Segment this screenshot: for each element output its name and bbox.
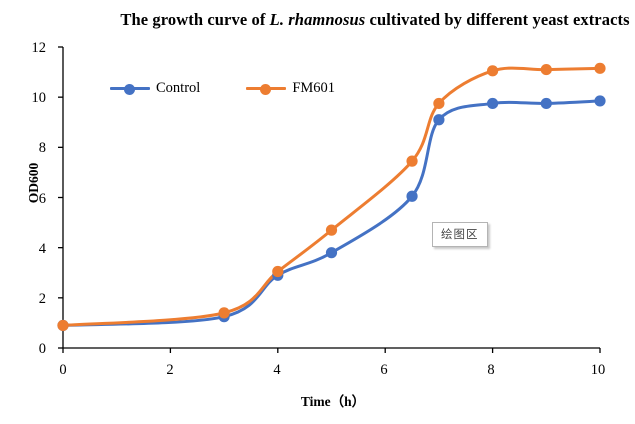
chart-legend: Control FM601 (110, 80, 335, 97)
chart-title-prefix: The growth curve of (120, 10, 270, 29)
y-axis-ticks (58, 46, 63, 349)
x-axis-title: Time（h） (300, 394, 366, 409)
x-tick-label-8: 8 (487, 362, 495, 378)
y-tick-label-0: 0 (38, 341, 46, 357)
legend-marker-control-icon (110, 82, 150, 96)
data-point-fm601[interactable] (594, 62, 606, 74)
legend-marker-fm601-icon (246, 82, 287, 96)
y-tick-label-6: 6 (38, 191, 46, 207)
series-line-fm601[interactable] (61, 66, 602, 327)
chart-title: The growth curve of L. rhamnosus cultiva… (120, 10, 630, 30)
x-axis-ticks (62, 348, 601, 353)
data-point-control[interactable] (406, 190, 418, 202)
plot-area-tooltip: 绘图区 (432, 222, 488, 247)
x-tick-label-0: 0 (59, 362, 67, 378)
x-tick-label-2: 2 (166, 362, 174, 378)
data-point-control[interactable] (325, 247, 338, 259)
series-markers-group (57, 62, 606, 332)
data-point-fm601[interactable] (487, 65, 499, 77)
series-line-control[interactable] (61, 99, 602, 327)
chart-title-suffix: cultivated by different yeast extracts (365, 10, 630, 29)
data-point-fm601[interactable] (272, 265, 284, 278)
data-point-fm601[interactable] (433, 97, 445, 110)
data-point-control[interactable] (487, 97, 499, 110)
y-tick-label-2: 2 (38, 291, 46, 307)
data-point-fm601[interactable] (325, 224, 338, 236)
series-lines-group (61, 66, 602, 327)
legend-label-control: Control (156, 80, 201, 96)
data-point-fm601[interactable] (406, 155, 418, 167)
data-point-control[interactable] (594, 95, 606, 107)
x-tick-label-10: 10 (590, 362, 606, 378)
axes-group (62, 47, 600, 349)
y-tick-label-4: 4 (38, 241, 46, 257)
data-point-fm601[interactable] (218, 307, 230, 319)
data-point-control[interactable] (433, 114, 445, 126)
data-point-fm601[interactable] (57, 319, 69, 332)
data-point-fm601[interactable] (540, 63, 552, 76)
legend-label-fm601: FM601 (292, 80, 336, 96)
y-tick-label-12: 12 (31, 40, 47, 56)
y-tick-label-8: 8 (38, 140, 46, 156)
x-tick-label-6: 6 (380, 362, 388, 378)
data-point-control[interactable] (540, 97, 552, 110)
legend-item-control[interactable]: Control (110, 80, 200, 97)
y-tick-label-10: 10 (31, 90, 47, 106)
x-tick-label-4: 4 (273, 362, 281, 378)
chart-title-species: L. rhamnosus (269, 10, 366, 29)
legend-item-fm601[interactable]: FM601 (246, 80, 335, 97)
